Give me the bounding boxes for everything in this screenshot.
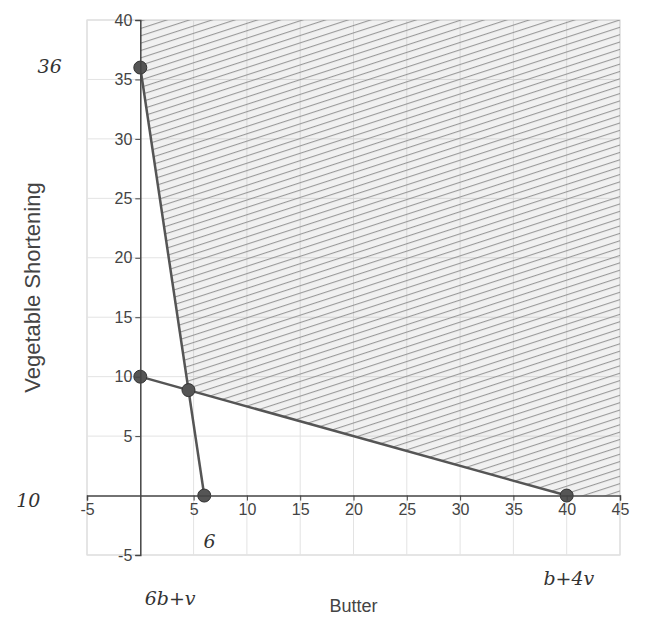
tick: -5 — [80, 496, 94, 518]
grid — [87, 20, 620, 555]
tick-label: 35 — [115, 71, 133, 88]
tick-label: 35 — [505, 501, 523, 518]
tick-label: 5 — [123, 428, 132, 445]
tick-label: 15 — [115, 309, 133, 326]
tick-mark — [194, 496, 195, 501]
grid-line — [87, 20, 88, 555]
tick-mark — [567, 496, 568, 501]
tick: 5 — [123, 428, 140, 445]
tick: 30 — [452, 496, 470, 518]
tick: 20 — [115, 249, 141, 266]
grid-line — [87, 555, 620, 556]
tick: 30 — [115, 131, 141, 148]
tick-label: -5 — [118, 547, 132, 564]
tick-mark — [87, 496, 88, 501]
annotation: 36 — [38, 55, 62, 77]
constraint-line — [140, 377, 566, 496]
tick-mark — [135, 317, 140, 318]
annotation: b+4v — [543, 567, 594, 589]
tick-mark — [135, 377, 140, 378]
tick-label: 15 — [292, 501, 310, 518]
annotation: 6b+v — [145, 587, 196, 609]
tick-label: 45 — [612, 501, 630, 518]
tick: 15 — [115, 309, 141, 326]
tick-label: 10 — [115, 368, 133, 385]
tick-label: 30 — [452, 501, 470, 518]
tick-mark — [135, 436, 140, 437]
x-axis-title: Butter — [329, 596, 377, 616]
tick-mark — [135, 555, 140, 556]
tick: 15 — [292, 496, 310, 518]
tick: 25 — [115, 190, 141, 207]
tick-mark — [460, 496, 461, 501]
y-axis: -5 5 10 15 20 25 30 35 40 — [115, 12, 141, 564]
plot-frame — [87, 20, 620, 555]
tick-label: 25 — [115, 190, 133, 207]
tick-label: 20 — [345, 501, 363, 518]
tick: 35 — [115, 71, 141, 88]
axis-line — [135, 21, 141, 556]
tick-label: 30 — [115, 131, 133, 148]
annotation: 10 — [16, 489, 40, 511]
tick-mark — [135, 139, 140, 140]
tick: 35 — [505, 496, 523, 518]
constraint-line — [140, 68, 204, 496]
chart: -5 5 10 15 20 25 30 35 40 45 -5 5 10 15 20 25 30 35 40 Butt… — [0, 0, 658, 623]
tick: 10 — [115, 368, 141, 385]
tick: 10 — [239, 496, 257, 518]
tick-mark — [513, 496, 514, 501]
tick-mark — [135, 258, 140, 259]
tick-mark — [135, 79, 140, 80]
annotation: 6 — [204, 530, 216, 552]
tick-mark — [354, 496, 355, 501]
tick-label: 40 — [558, 501, 576, 518]
tick-mark — [135, 20, 140, 21]
tick: 40 — [115, 12, 141, 29]
tick-label: -5 — [80, 501, 94, 518]
vertex-point — [182, 384, 195, 397]
tick-mark — [135, 198, 140, 199]
tick: 45 — [612, 496, 630, 518]
tick: 20 — [345, 496, 363, 518]
feasible-region — [140, 20, 620, 496]
tick: 5 — [190, 496, 199, 518]
tick: -5 — [118, 547, 140, 564]
tick-label: 5 — [190, 501, 199, 518]
marks — [134, 20, 620, 502]
tick-label: 40 — [115, 12, 133, 29]
tick-label: 10 — [239, 501, 257, 518]
axis-line — [88, 496, 621, 501]
tick-label: 25 — [398, 501, 416, 518]
tick-mark — [300, 496, 301, 501]
tick-mark — [620, 496, 621, 501]
annotations: 36 10 6 6b+v b+4v — [16, 55, 594, 610]
tick: 25 — [398, 496, 416, 518]
tick-label: 20 — [115, 249, 133, 266]
tick-mark — [407, 496, 408, 501]
tick-mark — [247, 496, 248, 501]
tick: 40 — [558, 496, 576, 518]
y-axis-title: Vegetable Shortening — [20, 182, 45, 392]
x-axis: -5 5 10 15 20 25 30 35 40 45 — [80, 496, 629, 518]
